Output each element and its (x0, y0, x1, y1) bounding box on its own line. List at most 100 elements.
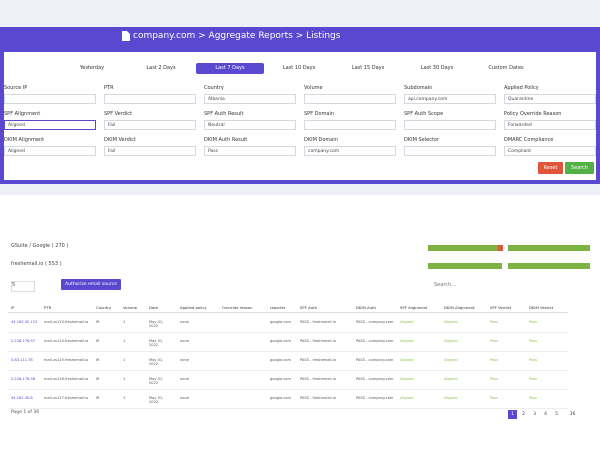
page-size[interactable]: 5 (11, 281, 35, 292)
page-button[interactable]: 3 (533, 412, 536, 417)
filter-input[interactable]: Fail (104, 120, 196, 130)
page-title: company.com > Aggregate Reports > Listin… (133, 31, 341, 41)
page-button[interactable]: 36 (569, 412, 576, 417)
column-header[interactable]: DKIM Verdict (529, 305, 554, 310)
table-cell: Pass (490, 377, 498, 381)
search-button[interactable]: Search (565, 162, 594, 174)
authorize-button[interactable]: Authorize email source (61, 279, 121, 290)
table-cell: May 01, 2022 (149, 320, 164, 328)
table-cell: 1 (123, 320, 126, 324)
filter-input[interactable]: Forwarded (504, 120, 596, 130)
table-search[interactable]: Search... (434, 282, 456, 288)
filter-label: PTR (104, 85, 114, 91)
filter-input[interactable]: Compliant (504, 146, 596, 156)
filter-label: SPF Alignment (4, 111, 41, 117)
page-button[interactable]: 4 (544, 412, 547, 417)
column-header[interactable]: SPF Verdict (490, 305, 512, 310)
filter-input[interactable] (104, 94, 196, 104)
table-cell: Aligned (444, 320, 458, 324)
group-bar (508, 245, 590, 251)
table-cell: Pass (529, 339, 537, 343)
filter-label: Subdomain (404, 85, 433, 91)
filter-input[interactable]: Pass (204, 146, 296, 156)
table-cell: 1 (123, 358, 126, 362)
table-cell: PASS - company.com (356, 377, 394, 381)
column-header[interactable]: PTR (44, 305, 52, 310)
filter-input[interactable] (304, 120, 396, 130)
date-tab[interactable]: Last 7 Days (196, 63, 264, 74)
filter-input[interactable] (4, 94, 96, 104)
table-cell: mail.us123.freshemail.io (44, 320, 89, 324)
table-cell: IR (96, 339, 100, 343)
column-header[interactable]: SPF Alignment (400, 305, 428, 310)
table-cell: PASS - freshemail.io (300, 358, 336, 362)
filter-input[interactable]: Quarantine (504, 94, 596, 104)
table-cell: 1 (123, 377, 126, 381)
filter-label: Source IP (4, 85, 28, 91)
filter-input[interactable]: Albania (204, 94, 296, 104)
column-header[interactable]: DKIM Auth (356, 305, 376, 310)
date-tab[interactable]: Last 30 Days (420, 65, 454, 71)
column-header[interactable]: DKIM Alignment (444, 305, 475, 310)
table-cell: google.com (270, 358, 291, 362)
table-cell: 2.228.176.97 (11, 339, 36, 343)
header-rule (8, 312, 568, 313)
filter-input[interactable]: Fail (104, 146, 196, 156)
table-cell: PASS - freshemail.io (300, 339, 336, 343)
table-cell: google.com (270, 339, 291, 343)
table-cell: none (180, 320, 189, 324)
reset-button[interactable]: Reset (538, 162, 563, 174)
group-label[interactable]: freshemail.io ( 553 ) (11, 261, 62, 267)
date-tab[interactable]: Last 2 Days (146, 65, 176, 71)
page-info: Page 1 of 36 (11, 410, 40, 415)
table-cell: none (180, 358, 189, 362)
filter-panel (4, 52, 596, 180)
table-cell: Pass (529, 320, 537, 324)
filter-input[interactable]: Aligned (4, 146, 96, 156)
column-header[interactable]: Override reason (222, 305, 253, 310)
column-header[interactable]: SPF Auth (300, 305, 317, 310)
page-button[interactable]: 5 (555, 412, 558, 417)
table-cell: Aligned (400, 396, 414, 400)
filter-input[interactable]: company.com (304, 146, 396, 156)
date-tab[interactable]: Custom Dates (488, 65, 524, 71)
table-cell: Pass (490, 339, 498, 343)
table-cell: mail.us126.freshemail.io (44, 377, 89, 381)
column-header[interactable]: Country (96, 305, 112, 310)
column-header[interactable]: Date (149, 305, 159, 310)
date-tab[interactable]: Last 15 Days (351, 65, 385, 71)
table-cell: Aligned (400, 377, 414, 381)
table-cell: May 01, 2022 (149, 339, 164, 347)
filter-label: SPF Domain (304, 111, 335, 117)
filter-input[interactable] (404, 120, 496, 130)
filter-input[interactable] (404, 146, 496, 156)
page-button[interactable]: 2 (522, 412, 525, 417)
filter-input[interactable]: Aligned (4, 120, 96, 130)
filter-input[interactable]: api.company.com (404, 94, 496, 104)
filter-label: DKIM Selector (404, 137, 440, 143)
date-tab[interactable]: Yesterday (79, 65, 105, 71)
column-header[interactable]: reporter (270, 305, 286, 310)
table-cell: IR (96, 320, 100, 324)
table-cell: PASS - company.com (356, 339, 394, 343)
group-label[interactable]: GSuite / Google ( 270 ) (11, 243, 69, 249)
filter-input[interactable]: Neutral (204, 120, 296, 130)
table-cell: Pass (529, 358, 537, 362)
table-cell: IR (96, 377, 100, 381)
column-header[interactable]: Applied policy (180, 305, 207, 310)
table-cell: google.com (270, 377, 291, 381)
table-cell: Aligned (444, 358, 458, 362)
filter-input[interactable] (304, 94, 396, 104)
table-cell: Aligned (444, 377, 458, 381)
column-header[interactable]: Volume (123, 305, 138, 310)
group-bar (428, 263, 502, 269)
date-tab[interactable]: Last 10 Days (282, 65, 316, 71)
table-cell: Aligned (444, 396, 458, 400)
page-button[interactable]: 1 (508, 410, 517, 419)
table-cell: PASS - company.com (356, 320, 394, 324)
column-header[interactable]: IP (11, 305, 15, 310)
row-rule (8, 351, 568, 352)
table-cell: IR (96, 358, 100, 362)
group-bar-fail (498, 245, 503, 251)
table-cell: Pass (490, 358, 498, 362)
